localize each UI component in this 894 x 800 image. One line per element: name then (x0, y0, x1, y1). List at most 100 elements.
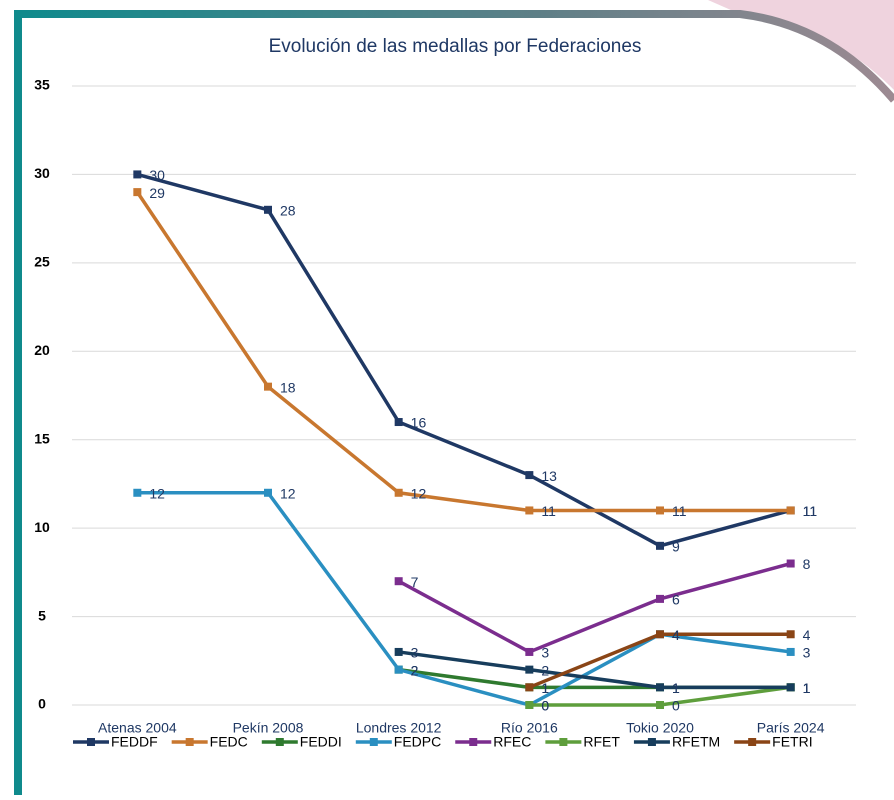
legend-label: FEDC (210, 734, 248, 750)
data-label: 18 (280, 379, 296, 395)
data-label: 3 (411, 645, 419, 661)
data-point (786, 559, 795, 568)
data-label: 1 (672, 680, 680, 696)
data-label: 4 (672, 627, 680, 643)
data-label: 2 (541, 662, 549, 678)
data-label: 2 (411, 662, 419, 678)
legend-label: RFET (583, 734, 620, 750)
data-label: 2 (411, 662, 419, 678)
data-label: 16 (411, 415, 427, 431)
y-tick-label: 25 (34, 254, 50, 270)
chart-title: Evolución de las medallas por Federacion… (269, 36, 642, 57)
data-label: 1 (672, 680, 680, 696)
data-point (786, 683, 795, 692)
data-point (394, 488, 403, 497)
data-point (394, 577, 403, 586)
corner-decoration (708, 0, 894, 90)
data-label: 28 (280, 203, 296, 219)
y-tick-label: 35 (34, 77, 50, 93)
data-point (525, 683, 534, 692)
data-label: 1 (803, 680, 811, 696)
data-point (133, 188, 142, 197)
data-point (394, 418, 403, 427)
data-label: 12 (149, 485, 165, 501)
data-point (264, 382, 272, 391)
legend-label: RFEC (493, 734, 531, 750)
series-line (397, 561, 792, 654)
series-line (135, 191, 791, 513)
data-point (525, 701, 534, 709)
data-point (656, 701, 664, 709)
y-tick-label: 30 (34, 165, 50, 181)
data-point (786, 647, 795, 656)
data-point (394, 665, 403, 674)
series-line (398, 650, 791, 690)
series-line (136, 172, 792, 548)
data-point (133, 488, 142, 497)
data-label: 11 (803, 503, 818, 519)
data-point (525, 506, 534, 515)
data-label: 0 (672, 698, 680, 714)
data-label: 0 (541, 698, 549, 714)
frame-top (18, 10, 894, 103)
x-tick-label: Río 2016 (501, 720, 558, 736)
legend-marker (647, 738, 656, 746)
data-label: 1 (803, 680, 811, 696)
data-point (656, 630, 664, 639)
data-point (656, 594, 664, 603)
legend-marker (275, 738, 284, 746)
y-tick-label: 5 (38, 607, 46, 623)
legend-marker (185, 738, 194, 746)
legend-label: FEDDI (300, 734, 342, 750)
data-point (656, 506, 664, 515)
y-tick-label: 20 (34, 342, 50, 358)
data-label: 1 (541, 680, 549, 696)
series-line (528, 632, 791, 689)
legend-label: FEDPC (394, 734, 441, 750)
frame-left (14, 10, 22, 795)
data-label: 12 (280, 485, 296, 501)
data-point (133, 170, 142, 179)
x-tick-label: Atenas 2004 (98, 720, 177, 736)
legend-marker (559, 738, 568, 746)
y-tick-label: 15 (34, 430, 50, 446)
data-label: 11 (672, 503, 687, 519)
data-label: 7 (411, 574, 419, 590)
legend-marker (369, 738, 378, 746)
data-label: 6 (672, 592, 680, 608)
legend-label: FEDDF (111, 734, 158, 750)
x-tick-label: Londres 2012 (356, 720, 442, 736)
x-tick-label: Tokio 2020 (626, 720, 694, 736)
y-tick-label: 0 (38, 696, 46, 712)
data-label: 11 (541, 503, 556, 519)
data-point (525, 471, 534, 480)
data-point (394, 647, 403, 656)
legend-label: RFETM (672, 734, 720, 750)
data-point (786, 630, 795, 639)
data-point (786, 506, 795, 515)
data-point (264, 205, 272, 214)
data-label: 4 (803, 627, 811, 643)
data-point (656, 683, 664, 692)
legend-label: FETRI (772, 734, 812, 750)
data-label: 13 (541, 468, 557, 484)
data-label: 1 (803, 680, 811, 696)
series-line (137, 491, 791, 707)
data-point (525, 647, 534, 656)
data-label: 29 (149, 185, 165, 201)
data-label: 12 (411, 485, 427, 501)
data-label: 4 (672, 627, 680, 643)
data-label: 30 (149, 167, 165, 183)
data-label: 11 (803, 503, 818, 519)
data-label: 1 (541, 680, 549, 696)
x-tick-label: París 2024 (757, 720, 825, 736)
legend-marker (87, 738, 95, 746)
data-label: 9 (672, 539, 680, 555)
data-label: 8 (803, 556, 811, 572)
data-point (264, 488, 272, 497)
data-point (525, 665, 534, 674)
legend-marker (748, 738, 757, 746)
y-tick-label: 10 (34, 519, 50, 535)
data-label: 0 (541, 698, 549, 714)
